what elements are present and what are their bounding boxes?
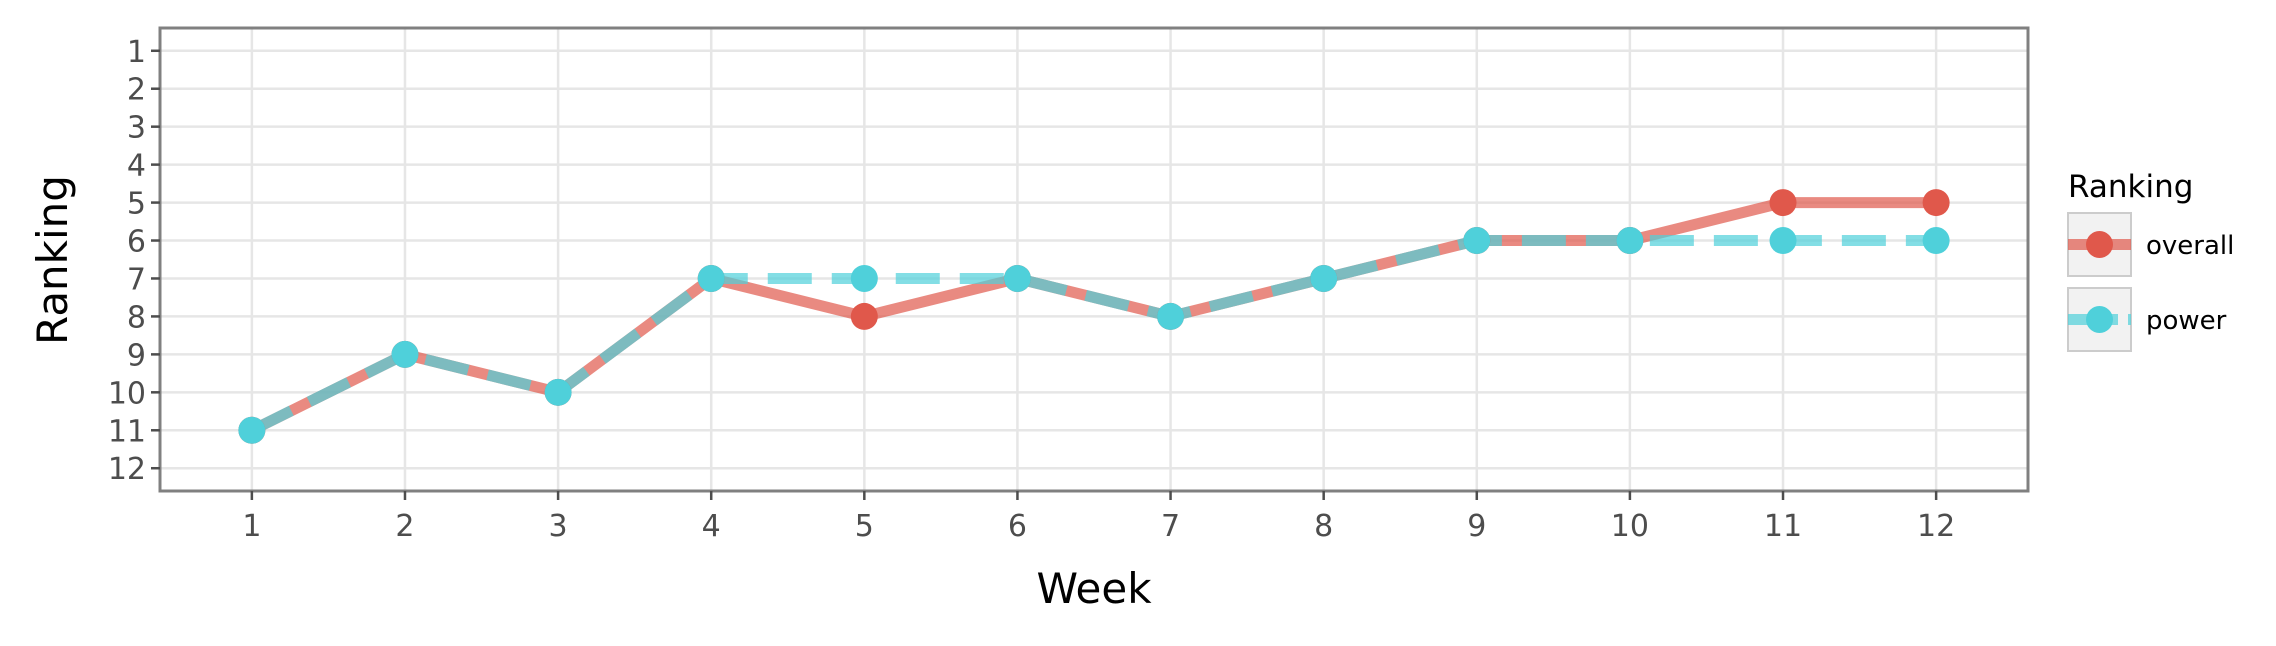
y-tick-label: 12 — [108, 452, 146, 487]
y-tick-label: 5 — [127, 187, 146, 222]
data-point-power — [1003, 264, 1031, 292]
x-tick-label: 10 — [1611, 509, 1649, 544]
plot-border — [158, 26, 2030, 493]
data-point-overall — [1769, 189, 1797, 217]
x-axis-title: Week — [1036, 564, 1152, 613]
y-tick-label: 8 — [127, 300, 146, 335]
data-point-power — [850, 264, 878, 292]
series-line-power — [249, 235, 1937, 436]
series-points — [238, 189, 1950, 444]
data-point-power — [1769, 227, 1797, 255]
legend-item-power: power — [2067, 287, 2227, 352]
legend-key-point — [2086, 306, 2113, 333]
series-lines — [249, 197, 1937, 436]
y-tick-label: 6 — [127, 225, 146, 260]
data-point-power — [1922, 227, 1950, 255]
x-tick-label: 2 — [395, 509, 414, 544]
x-tick-label: 7 — [1161, 509, 1180, 544]
data-point-power — [238, 416, 266, 444]
y-tick-label: 11 — [108, 414, 146, 449]
data-point-power — [1310, 264, 1338, 292]
y-tick-label: 9 — [127, 338, 146, 373]
data-point-power — [1463, 227, 1491, 255]
x-tick-label: 4 — [702, 509, 721, 544]
y-tick-label: 4 — [127, 149, 146, 184]
data-point-power — [1157, 302, 1185, 330]
y-axis-title: Ranking — [28, 175, 77, 345]
data-point-power — [391, 340, 419, 368]
legend-title: Ranking — [2068, 169, 2193, 205]
x-tick-label: 8 — [1314, 509, 1333, 544]
legend-items: overall power — [2067, 212, 2234, 352]
data-point-power — [544, 378, 572, 406]
x-tick-label: 9 — [1467, 509, 1486, 544]
data-point-overall — [850, 302, 878, 330]
y-tick-label: 1 — [127, 35, 146, 70]
data-point-overall — [1922, 189, 1950, 217]
x-tick-label: 6 — [1008, 509, 1027, 544]
plot-background — [160, 28, 2028, 491]
legend-label: overall — [2146, 231, 2234, 261]
grid-lines — [160, 28, 2028, 491]
y-tick-label: 2 — [127, 73, 146, 108]
x-tick-label: 3 — [549, 509, 568, 544]
y-tick-label: 7 — [127, 262, 146, 297]
x-tick-label: 12 — [1917, 509, 1955, 544]
x-tick-label: 11 — [1764, 509, 1802, 544]
legend-key-point — [2086, 231, 2113, 258]
legend: Ranking overall power — [2067, 169, 2234, 352]
x-tick-label: 1 — [242, 509, 261, 544]
y-tick-label: 10 — [108, 376, 146, 411]
y-tick-label: 3 — [127, 111, 146, 146]
x-tick-label: 5 — [855, 509, 874, 544]
legend-item-overall: overall — [2067, 212, 2234, 277]
data-point-power — [697, 264, 725, 292]
data-point-power — [1616, 227, 1644, 255]
legend-label: power — [2146, 306, 2227, 336]
